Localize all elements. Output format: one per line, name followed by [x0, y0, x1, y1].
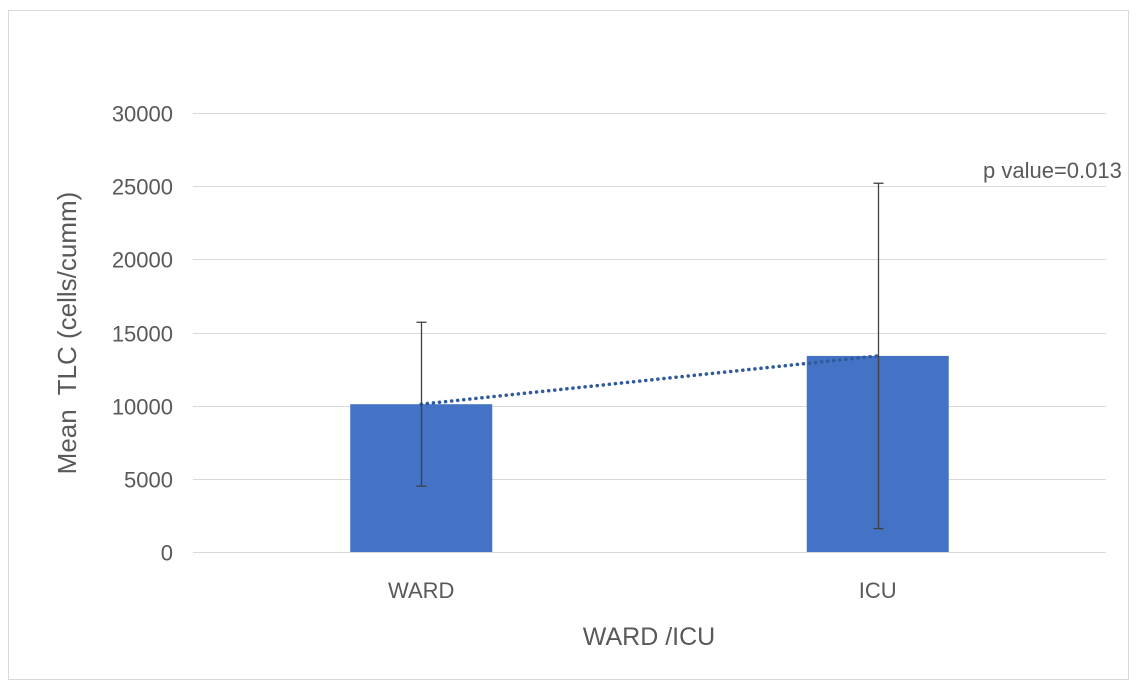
p-value-annotation: p value=0.013	[983, 158, 1122, 183]
bar-icu	[806, 355, 949, 552]
y-tick-label: 10000	[112, 395, 173, 420]
y-tick-label: 15000	[112, 322, 173, 347]
error-bar-ward	[416, 321, 427, 487]
x-axis-title: WARD /ICU	[583, 623, 715, 651]
y-tick-label: 20000	[112, 248, 173, 273]
x-axis-ticks: WARD ICU	[388, 578, 897, 603]
error-bar-icu	[873, 182, 884, 530]
error-bars	[416, 182, 884, 530]
y-tick-label: 25000	[112, 175, 173, 200]
y-tick-label: 0	[161, 541, 173, 566]
y-tick-label: 30000	[112, 102, 173, 127]
x-tick-label: ICU	[859, 578, 897, 603]
bars	[350, 355, 949, 552]
y-tick-label: 5000	[124, 468, 173, 493]
chart-frame	[8, 10, 1129, 680]
x-tick-label: WARD	[388, 578, 454, 603]
y-axis-ticks: 0 5000 10000 15000 20000 25000 30000	[112, 102, 173, 566]
gridlines	[193, 113, 1106, 553]
y-axis-title: Mean TLC (cells/cumm)	[52, 192, 82, 475]
